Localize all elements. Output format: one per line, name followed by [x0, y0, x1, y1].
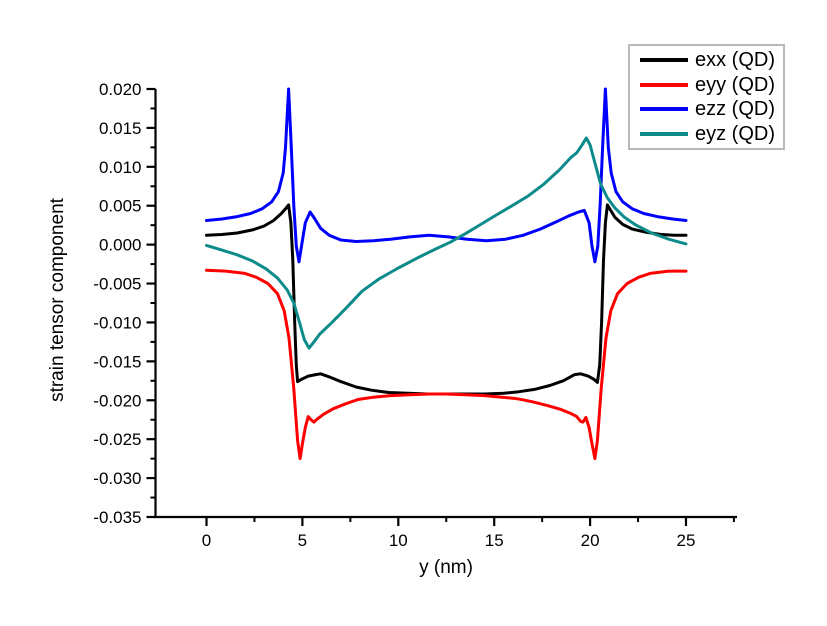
y-tick-label: -0.025: [93, 430, 141, 449]
x-tick-label: 0: [202, 531, 211, 550]
x-tick-label: 10: [389, 531, 408, 550]
axis-frame: [154, 89, 737, 519]
x-tick-label: 15: [485, 531, 504, 550]
y-tick-label: -0.035: [93, 508, 141, 527]
x-tick-label: 5: [298, 531, 307, 550]
y-tick-label: -0.010: [93, 313, 141, 332]
legend-item: ezz (QD): [630, 97, 783, 121]
y-tick-label: -0.020: [93, 391, 141, 410]
curve-ezz: [205, 87, 688, 264]
legend-line-swatch: [640, 82, 688, 87]
y-tick-label: -0.015: [93, 352, 141, 371]
x-axis-title: y (nm): [419, 557, 473, 578]
legend-line-swatch: [640, 58, 688, 63]
y-tick-label: -0.030: [93, 469, 141, 488]
legend-line-swatch: [640, 107, 688, 112]
legend-line-swatch: [640, 131, 688, 136]
legend-label: ezz (QD): [695, 98, 775, 121]
curve-eyy: [205, 268, 688, 461]
y-tick-label: 0.000: [99, 236, 142, 255]
x-tick-label: 20: [581, 531, 600, 550]
legend-item: eyy (QD): [630, 73, 783, 97]
legend-item: exx (QD): [630, 48, 783, 72]
y-tick-label: -0.005: [93, 275, 141, 294]
legend-label: exx (QD): [695, 49, 775, 72]
legend-label: eyz (QD): [695, 122, 775, 145]
legend-label: eyy (QD): [695, 73, 775, 96]
legend-item: eyz (QD): [630, 122, 783, 146]
x-tick-label: 25: [677, 531, 696, 550]
y-tick-label: 0.010: [99, 158, 142, 177]
y-tick-label: 0.020: [99, 80, 142, 99]
legend: exx (QD) eyy (QD) ezz (QD) eyz (QD): [628, 44, 785, 150]
y-tick-label: 0.005: [99, 197, 142, 216]
y-axis-title: strain tensor component: [47, 198, 68, 402]
curve-eyz: [205, 136, 688, 350]
y-tick-label: 0.015: [99, 119, 142, 138]
